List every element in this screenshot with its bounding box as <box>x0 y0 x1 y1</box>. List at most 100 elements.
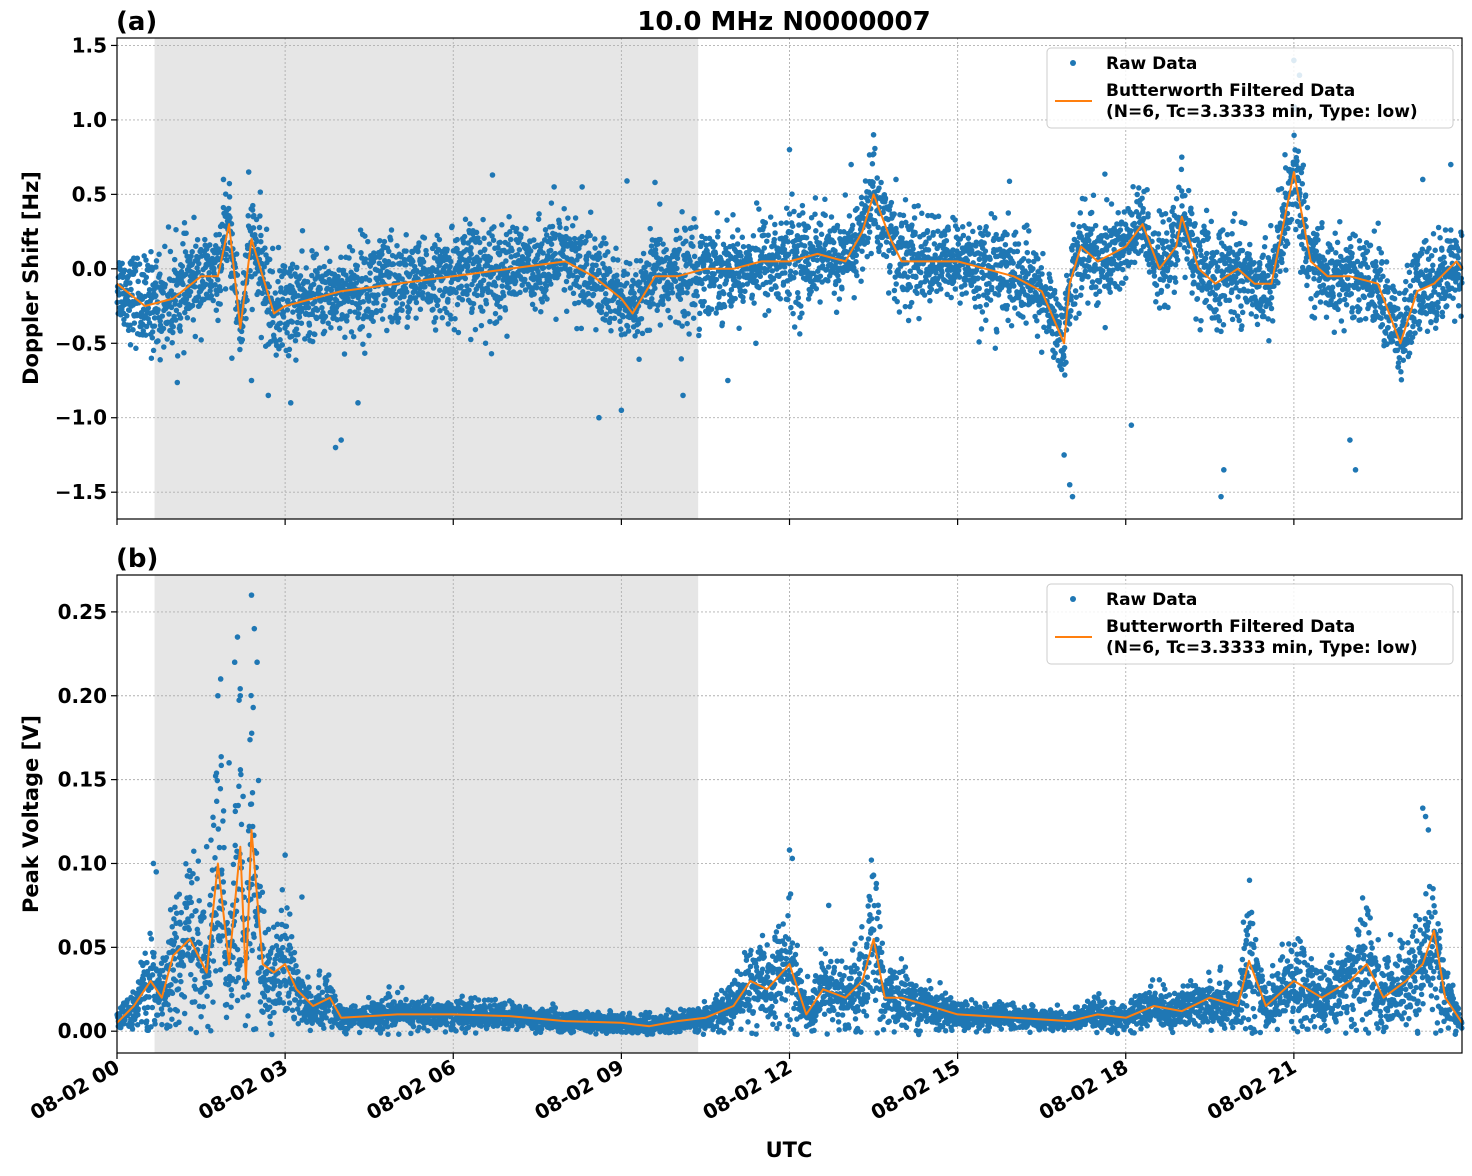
raw-data-point <box>248 377 255 384</box>
raw-data-point <box>1218 493 1224 500</box>
legend-filtered-label: Butterworth Filtered Data <box>1106 81 1355 101</box>
y-tick-label: 0.10 <box>58 851 107 875</box>
raw-data-point <box>870 872 877 879</box>
legend-raw-label: Raw Data <box>1106 590 1197 610</box>
y-tick-label: 0.25 <box>58 600 107 624</box>
x-tick-label: 08-02 06 <box>362 1055 460 1125</box>
y-tick-label: 0.5 <box>72 182 107 206</box>
raw-data-point <box>786 847 793 853</box>
y-tick-label: 0.00 <box>58 1019 107 1043</box>
y-tick-label: −1.5 <box>55 480 107 504</box>
raw-data-point <box>618 407 625 414</box>
panel-a-legend: Raw Data Butterworth Filtered Data (N=6,… <box>1046 47 1454 129</box>
raw-data-point <box>893 176 899 183</box>
filtered-data-line <box>116 171 1463 345</box>
raw-data-point <box>551 184 557 190</box>
y-tick-label: −1.0 <box>55 406 107 430</box>
raw-data-point <box>873 880 880 887</box>
panel-b-label: (b) <box>116 544 158 574</box>
raw-data-point <box>338 437 344 443</box>
panel-a-doppler-shift: 1.5 1.0 0.5 0.0 −0.5 −1.0 −1.5 (a) Doppler Shi… <box>19 7 1465 525</box>
panel-b-legend: Raw Data Butterworth Filtered Data (N=6,… <box>1046 583 1454 665</box>
raw-data-point <box>825 902 832 909</box>
raw-data-point <box>203 843 210 850</box>
raw-data-point <box>1243 927 1250 934</box>
x-tick-label: 08-02 21 <box>1203 1055 1301 1125</box>
y-tick-label: −0.5 <box>55 331 107 355</box>
raw-data-point <box>1447 161 1454 168</box>
raw-data-point <box>226 760 232 766</box>
raw-data-point <box>153 869 160 875</box>
y-tick-label: 0.20 <box>58 684 107 708</box>
x-tick-label: 08-02 03 <box>194 1055 292 1125</box>
raw-data-point <box>848 161 854 168</box>
raw-data-point <box>332 444 339 451</box>
legend-raw-marker <box>1070 596 1076 602</box>
raw-data-point <box>1419 805 1426 811</box>
panel-a-label: (a) <box>116 7 157 37</box>
figure-title: 10.0 MHz N0000007 <box>637 7 930 37</box>
y-tick-label: 0.05 <box>58 935 107 959</box>
raw-data-point <box>789 855 796 862</box>
y-tick-label: 0.0 <box>72 257 107 281</box>
raw-data-point <box>1419 176 1426 183</box>
raw-data-point <box>234 634 241 640</box>
raw-data-point <box>251 625 258 632</box>
raw-data-point <box>1128 422 1135 428</box>
legend-raw-marker <box>1070 60 1076 66</box>
raw-data-point <box>1347 437 1353 443</box>
raw-data-point <box>1352 467 1359 473</box>
panel-b-ylabel: Peak Voltage [V] <box>19 715 43 913</box>
raw-data-point <box>217 676 224 682</box>
raw-data-point <box>725 377 731 384</box>
raw-data-point <box>265 392 272 399</box>
raw-data-point <box>624 178 630 184</box>
legend-box <box>1046 47 1454 129</box>
panel-a-ylabel: Doppler Shift [Hz] <box>19 171 43 385</box>
raw-data-point <box>1178 154 1185 160</box>
x-tick-label: 08-02 12 <box>698 1055 796 1125</box>
raw-data-point <box>150 860 157 867</box>
raw-data-point <box>596 414 602 421</box>
raw-data-point <box>786 146 793 153</box>
raw-data-point <box>248 592 255 598</box>
raw-data-point <box>489 172 496 178</box>
legend-box <box>1046 583 1454 665</box>
panel-b-peak-voltage: 0.25 0.20 0.15 0.10 0.05 0.00 (b) Peak Voltag… <box>19 544 1465 1059</box>
raw-data-point <box>652 179 658 186</box>
raw-data-point <box>1425 827 1432 833</box>
raw-data-point <box>579 184 585 190</box>
raw-data-point <box>229 355 235 361</box>
raw-data-point <box>245 169 252 175</box>
y-tick-label: 1.0 <box>72 108 107 132</box>
x-axis-tick-labels: 08-02 00 08-02 03 08-02 06 08-02 09 08-02 12… <box>26 1055 1300 1125</box>
raw-data-point <box>220 176 227 183</box>
raw-data-point <box>254 659 260 666</box>
y-tick-label: 0.15 <box>58 768 107 792</box>
x-tick-label: 08-02 15 <box>867 1055 965 1125</box>
legend-filtered-params: (N=6, Tc=3.3333 min, Type: low) <box>1106 102 1418 122</box>
raw-data-point <box>1066 481 1073 488</box>
x-axis-label: UTC <box>766 1138 813 1162</box>
raw-data-point <box>680 392 686 399</box>
raw-data-point <box>1221 467 1227 473</box>
raw-data-point <box>231 659 238 666</box>
raw-data-point <box>870 131 877 138</box>
legend-filtered-params: (N=6, Tc=3.3333 min, Type: low) <box>1106 638 1418 658</box>
raw-data-point <box>287 400 294 406</box>
raw-data-point <box>237 692 244 699</box>
raw-data-point <box>753 340 759 347</box>
raw-data-point <box>299 894 305 900</box>
raw-data-point <box>1069 493 1076 500</box>
y-tick-label: 1.5 <box>72 33 107 57</box>
x-tick-label: 08-02 00 <box>26 1055 124 1125</box>
raw-data-point <box>1422 813 1429 820</box>
legend-raw-label: Raw Data <box>1106 54 1197 74</box>
x-tick-label: 08-02 09 <box>530 1055 628 1125</box>
x-tick-label: 08-02 18 <box>1035 1055 1133 1125</box>
raw-data-point <box>215 692 221 699</box>
legend-filtered-label: Butterworth Filtered Data <box>1106 617 1355 637</box>
raw-data-point <box>355 400 361 406</box>
raw-data-point <box>1061 452 1067 458</box>
